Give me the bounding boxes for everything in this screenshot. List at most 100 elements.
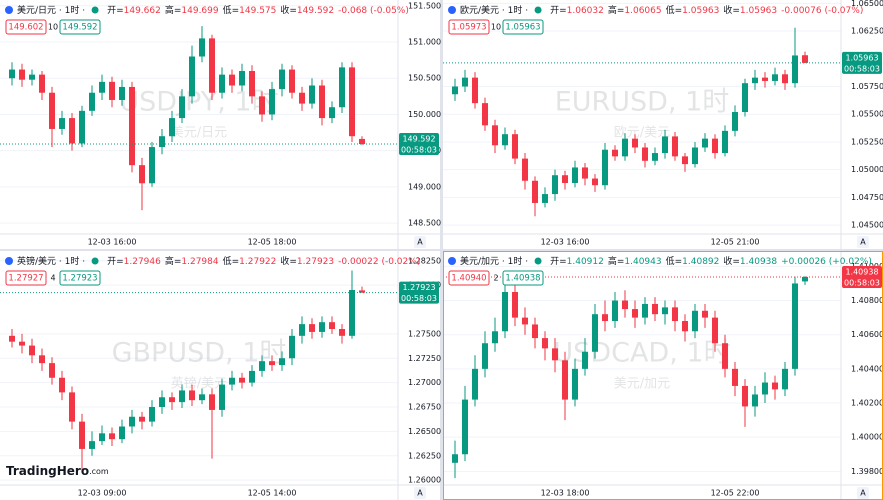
candle-body <box>349 290 355 336</box>
candle-body <box>299 324 305 336</box>
stat-value: 1.05963 <box>682 6 719 16</box>
ask-box[interactable] <box>59 270 101 286</box>
y-tick-label: 1.05000 <box>851 165 883 174</box>
auto-scale-button[interactable] <box>414 487 426 499</box>
candle-body <box>792 283 798 369</box>
candle-body <box>239 377 245 383</box>
candle-body <box>69 118 75 144</box>
bid-box[interactable] <box>448 19 490 35</box>
symbol-flag <box>5 257 13 265</box>
candle-body <box>319 85 325 119</box>
change: -0.00076 (-0.07%) <box>781 6 863 16</box>
ask-box[interactable] <box>502 19 544 35</box>
candle-body <box>129 86 135 166</box>
spread: 10 <box>48 23 58 32</box>
stat-value: 1.05963 <box>740 6 777 16</box>
stat-label: 开= <box>107 5 124 16</box>
stat-value: 1.06065 <box>624 6 661 16</box>
x-tick-label: 12-05 21:00 <box>711 238 760 247</box>
candle-body <box>562 360 568 400</box>
candle-body <box>99 81 105 93</box>
y-tick-label: 1.05500 <box>851 110 883 119</box>
candle-body <box>502 291 508 332</box>
candle-body <box>472 77 478 104</box>
bid-box[interactable] <box>448 270 490 286</box>
x-tick-label: 12-03 09:00 <box>78 489 127 498</box>
candle-body <box>169 118 175 137</box>
price-tag <box>842 51 882 74</box>
y-tick-label: 1.05250 <box>851 137 883 146</box>
watermark-name: 美元/日元 <box>171 126 227 141</box>
y-tick-label: 1.40200 <box>851 399 883 408</box>
candle-body <box>199 394 205 401</box>
candle-body <box>19 69 25 80</box>
candle-body <box>259 361 265 371</box>
auto-scale-button[interactable] <box>414 236 426 248</box>
price-tag-value: 1.27923 <box>402 283 435 292</box>
panel-background <box>0 0 440 249</box>
x-tick-label: 12-05 22:00 <box>711 489 760 498</box>
stat-value: 1.40943 <box>624 257 661 267</box>
auto-scale-button[interactable] <box>857 487 869 499</box>
price-tag-countdown: 00:58:03 <box>401 146 437 155</box>
candle-body <box>279 358 285 366</box>
candle-body <box>259 96 265 115</box>
candle-body <box>329 107 335 119</box>
stat-label: 低= <box>223 255 240 267</box>
candle-body <box>159 397 165 407</box>
candle-body <box>582 351 588 369</box>
ask-box[interactable] <box>502 270 544 286</box>
stat-label: 收= <box>280 4 297 16</box>
change: -0.068 (-0.05%) <box>338 6 409 16</box>
candle-body <box>119 86 125 100</box>
bid-price: 1.27927 <box>8 274 43 284</box>
candle-body <box>792 55 798 84</box>
stat-label: 高= <box>165 255 182 267</box>
stat-label: 低= <box>666 4 683 16</box>
auto-scale-button[interactable] <box>857 236 869 248</box>
candle-body <box>309 85 315 104</box>
candle-body <box>752 77 758 84</box>
candle-body <box>59 377 65 393</box>
panel-background <box>443 0 883 249</box>
price-tag-countdown: 00:58:03 <box>401 294 437 303</box>
chart-panel: 1.04500 1.04750 1.05000 1.05250 1.05500 1.057… <box>443 0 883 249</box>
ask-box[interactable] <box>59 19 101 35</box>
ask-price: 1.27923 <box>62 274 97 284</box>
bid-box[interactable] <box>5 19 47 35</box>
candle-body <box>552 348 558 361</box>
candle-body <box>99 433 105 442</box>
price-tag-value: 149.592 <box>402 135 435 144</box>
candle-body <box>199 38 205 57</box>
candle-body <box>672 136 678 157</box>
change: -0.00022 (-0.02%) <box>338 257 420 267</box>
candle-body <box>109 81 115 100</box>
candle-body <box>522 158 528 181</box>
candle-body <box>452 454 458 463</box>
candle-body <box>69 392 75 422</box>
candle-body <box>582 167 588 179</box>
candle-body <box>752 394 758 407</box>
panel-background <box>443 251 883 500</box>
price-tag-value: 1.05963 <box>845 53 878 62</box>
candle-body <box>762 382 768 395</box>
candle-body <box>179 96 185 119</box>
legend-header: 美元/加元 · 1时 · 开=1.40912 高=1.40943 低=1.40892 收… <box>460 255 872 267</box>
bid-box[interactable] <box>5 270 47 286</box>
candle-body <box>472 368 478 400</box>
spread: 10 <box>491 23 501 32</box>
candle-body <box>289 69 295 93</box>
legend-header: 欧元/美元 · 1时 · 开=1.06032 高=1.06065 低=1.05963 收… <box>460 4 863 16</box>
y-tick-label: 148.500 <box>408 219 441 228</box>
candle-body <box>159 136 165 148</box>
candle-body <box>49 363 55 378</box>
stat-value: 1.27923 <box>297 257 334 267</box>
candle-body <box>329 322 335 329</box>
candle-body <box>682 321 688 332</box>
y-tick-label: 1.06250 <box>851 27 883 36</box>
candle-body <box>189 390 195 401</box>
candle-body <box>572 167 578 183</box>
candle-body <box>39 74 45 93</box>
symbol-flag <box>5 6 13 14</box>
y-tick-label: 1.26500 <box>408 427 441 436</box>
